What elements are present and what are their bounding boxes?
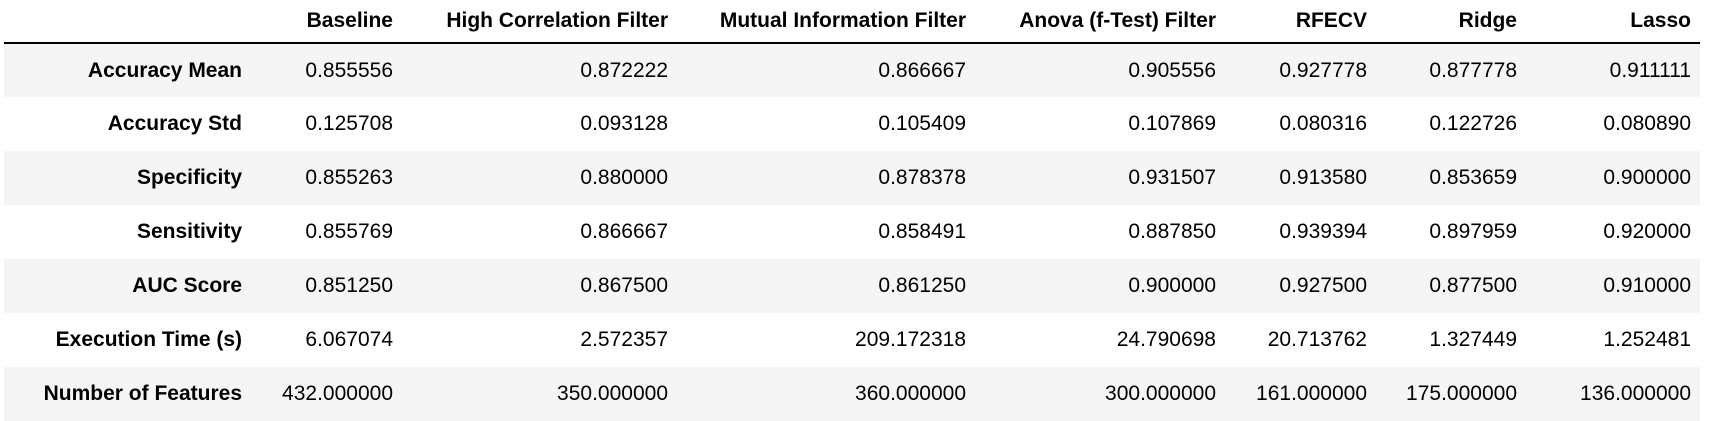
table-cell: 0.887850: [1128, 220, 1216, 243]
table-cell: 0.877778: [1429, 58, 1517, 82]
column-header-lasso: Lasso: [1526, 0, 1700, 44]
table-cell: 0.122726: [1429, 112, 1517, 135]
row-label: Number of Features: [43, 382, 242, 405]
table-cell: 0.093128: [580, 112, 668, 135]
table-cell: 136.000000: [1580, 382, 1691, 405]
table-cell: 0.855556: [305, 58, 393, 82]
table-cell: 175.000000: [1406, 382, 1517, 405]
table-cell: 0.927778: [1279, 58, 1367, 82]
index-header: [4, 0, 251, 44]
table-cell: 0.125708: [305, 112, 393, 135]
table-row: Execution Time (s) 6.067074 2.572357 209…: [4, 313, 1700, 367]
table-cell: 161.000000: [1256, 382, 1367, 405]
table-cell: 0.872222: [580, 58, 668, 82]
table-cell: 0.107869: [1128, 112, 1216, 135]
column-header-ridge: Ridge: [1376, 0, 1526, 44]
row-label: Execution Time (s): [55, 328, 242, 351]
table-cell: 0.880000: [580, 166, 668, 189]
column-header-anova-filter: Anova (f-Test) Filter: [975, 0, 1225, 44]
table-cell: 0.920000: [1603, 220, 1691, 243]
table-cell: 0.866667: [580, 220, 668, 243]
results-table: Baseline High Correlation Filter Mutual …: [4, 0, 1700, 421]
table-cell: 6.067074: [305, 328, 393, 351]
table-cell: 0.911111: [1609, 58, 1691, 82]
table-cell: 0.877500: [1429, 274, 1517, 297]
table-cell: 24.790698: [1116, 328, 1216, 351]
table-cell: 20.713762: [1267, 328, 1367, 351]
table-header: Baseline High Correlation Filter Mutual …: [4, 0, 1700, 44]
table-cell: 0.858491: [878, 220, 966, 243]
table-row: Sensitivity 0.855769 0.866667 0.858491 0…: [4, 205, 1700, 259]
column-header-mutual-information-filter: Mutual Information Filter: [677, 0, 975, 44]
table-cell: 0.931507: [1128, 166, 1216, 189]
table-cell: 1.327449: [1429, 328, 1517, 351]
table-cell: 0.927500: [1279, 274, 1367, 297]
table-cell: 0.080316: [1279, 112, 1367, 135]
table-cell: 0.080890: [1603, 112, 1691, 135]
table-cell: 360.000000: [855, 382, 966, 405]
column-header-baseline: Baseline: [251, 0, 402, 44]
row-label: AUC Score: [132, 274, 242, 297]
table-cell: 0.900000: [1603, 166, 1691, 189]
table-cell: 0.900000: [1128, 274, 1216, 297]
table-body: Accuracy Mean 0.855556 0.872222 0.866667…: [4, 43, 1700, 421]
row-label: Accuracy Std: [107, 112, 242, 135]
table-cell: 0.867500: [580, 274, 668, 297]
table-cell: 2.572357: [580, 328, 668, 351]
table-row: Specificity 0.855263 0.880000 0.878378 0…: [4, 151, 1700, 205]
table-cell: 0.939394: [1279, 220, 1367, 243]
row-label: Sensitivity: [136, 220, 242, 243]
table-row: AUC Score 0.851250 0.867500 0.861250 0.9…: [4, 259, 1700, 313]
table-cell: 0.913580: [1279, 166, 1367, 189]
table-cell: 0.855769: [305, 220, 393, 243]
column-header-rfecv: RFECV: [1225, 0, 1376, 44]
header-row: Baseline High Correlation Filter Mutual …: [4, 0, 1700, 44]
table-cell: 209.172318: [855, 328, 966, 351]
table-cell: 432.000000: [282, 382, 393, 405]
table-cell: 0.861250: [878, 274, 966, 297]
table-cell: 0.855263: [305, 166, 393, 189]
table-cell: 0.897959: [1429, 220, 1517, 243]
table-cell: 0.878378: [878, 166, 966, 189]
table-row: Accuracy Mean 0.855556 0.872222 0.866667…: [4, 43, 1700, 97]
table-cell: 1.252481: [1603, 328, 1691, 351]
table-cell: 0.853659: [1429, 166, 1517, 189]
table-cell: 0.905556: [1128, 58, 1216, 82]
row-label: Accuracy Mean: [87, 58, 242, 82]
table-cell: 0.851250: [305, 274, 393, 297]
table-cell: 300.000000: [1105, 382, 1216, 405]
table-cell: 0.866667: [878, 58, 966, 82]
row-label: Specificity: [136, 166, 242, 189]
table-cell: 0.910000: [1603, 274, 1691, 297]
table-row: Number of Features 432.000000 350.000000…: [4, 367, 1700, 421]
table-cell: 350.000000: [557, 382, 668, 405]
table-cell: 0.105409: [878, 112, 966, 135]
table-row: Accuracy Std 0.125708 0.093128 0.105409 …: [4, 97, 1700, 151]
column-header-high-correlation-filter: High Correlation Filter: [402, 0, 677, 44]
